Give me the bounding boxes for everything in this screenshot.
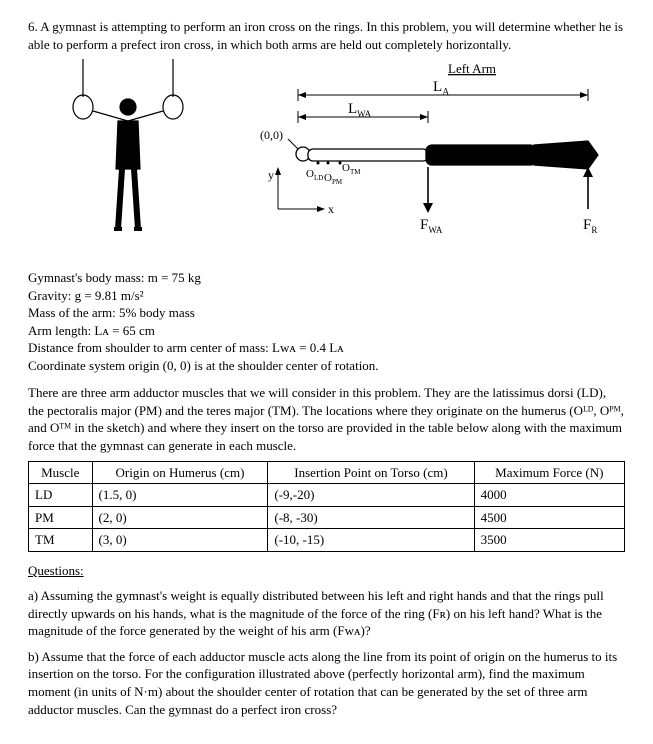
table-cell: (-8, -30)	[268, 506, 474, 529]
given-line: Distance from shoulder to arm center of …	[28, 339, 625, 357]
table-cell: LD	[29, 484, 93, 507]
table-row: TM (3, 0) (-10, -15) 3500	[29, 529, 625, 552]
fwa-label: FWA	[420, 217, 443, 235]
table-cell: 4000	[474, 484, 624, 507]
origin-label: (0,0)	[260, 128, 283, 142]
left-arm-label: Left Arm	[448, 61, 496, 76]
table-header: Maximum Force (N)	[474, 461, 624, 484]
intro-paragraph: There are three arm adductor muscles tha…	[28, 384, 625, 454]
old-label: OLD	[306, 168, 323, 182]
table-cell: 3500	[474, 529, 624, 552]
problem-body: A gymnast is attempting to perform an ir…	[28, 19, 623, 52]
table-header: Muscle	[29, 461, 93, 484]
table-cell: (3, 0)	[92, 529, 268, 552]
gymnast-sketch	[73, 59, 183, 229]
table-cell: 4500	[474, 506, 624, 529]
arm-diagram: Left Arm LA LWA (0,0)	[260, 61, 598, 235]
given-data: Gymnast's body mass: m = 75 kg Gravity: …	[28, 269, 625, 374]
given-line: Mass of the arm: 5% body mass	[28, 304, 625, 322]
table-cell: TM	[29, 529, 93, 552]
questions-heading: Questions:	[28, 562, 625, 580]
given-line: Coordinate system origin (0, 0) is at th…	[28, 357, 625, 375]
table-cell: (2, 0)	[92, 506, 268, 529]
question-b: b) Assume that the force of each adducto…	[28, 648, 625, 718]
problem-number: 6.	[28, 19, 38, 34]
table-cell: (-9,-20)	[268, 484, 474, 507]
figure-svg: Left Arm LA LWA (0,0)	[28, 59, 625, 259]
problem-statement: 6. A gymnast is attempting to perform an…	[28, 18, 625, 53]
lwa-label: LWA	[348, 101, 372, 119]
table-row: PM (2, 0) (-8, -30) 4500	[29, 506, 625, 529]
question-a: a) Assuming the gymnast's weight is equa…	[28, 587, 625, 640]
given-line: Gravity: g = 9.81 m/s²	[28, 287, 625, 305]
table-header-row: Muscle Origin on Humerus (cm) Insertion …	[29, 461, 625, 484]
table-cell: PM	[29, 506, 93, 529]
figure: Left Arm LA LWA (0,0)	[28, 59, 625, 259]
table-cell: (-10, -15)	[268, 529, 474, 552]
given-line: Gymnast's body mass: m = 75 kg	[28, 269, 625, 287]
given-line: Arm length: Lᴀ = 65 cm	[28, 322, 625, 340]
table-cell: (1.5, 0)	[92, 484, 268, 507]
muscle-table: Muscle Origin on Humerus (cm) Insertion …	[28, 461, 625, 552]
fr-label: FR	[583, 217, 597, 235]
otm-label: OTM	[342, 162, 361, 176]
y-axis-label: y	[268, 168, 274, 182]
x-axis-label: x	[328, 202, 334, 216]
table-header: Origin on Humerus (cm)	[92, 461, 268, 484]
table-header: Insertion Point on Torso (cm)	[268, 461, 474, 484]
opm-label: OPM	[324, 172, 343, 186]
table-row: LD (1.5, 0) (-9,-20) 4000	[29, 484, 625, 507]
